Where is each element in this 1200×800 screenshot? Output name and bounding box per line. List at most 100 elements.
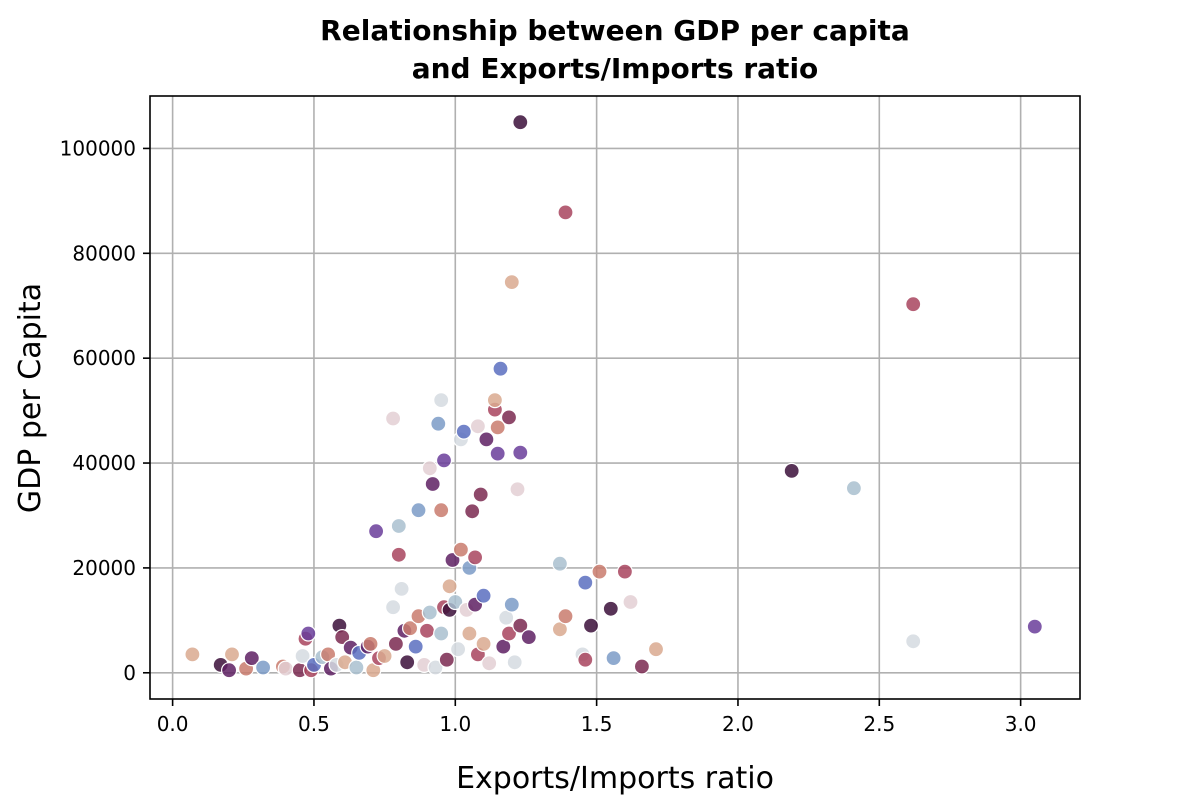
data-point [500,409,518,426]
y-tick-label: 20000 [72,556,136,580]
data-point [368,523,385,540]
data-point [334,628,351,646]
data-point [424,475,441,493]
y-axis-label: GDP per Capita [13,283,48,513]
data-point [486,392,503,409]
data-point [421,460,438,477]
data-point [441,578,458,595]
data-point [472,486,489,503]
data-point [478,431,495,448]
data-point [461,625,478,642]
data-point [503,596,520,613]
data-point [387,635,404,653]
data-point [390,517,407,535]
data-point [433,392,450,409]
data-point [447,593,464,611]
data-point [489,445,506,462]
data-point [221,662,238,679]
data-point [467,549,484,566]
data-point [577,651,594,668]
chart-title-line-2: and Exports/Imports ratio [412,52,819,85]
x-axis-label: Exports/Imports ratio [456,761,774,796]
data-point [469,418,486,435]
x-tick-label: 0.0 [157,712,189,736]
data-point [551,555,569,572]
data-point [557,204,574,221]
data-point [184,646,201,663]
data-point [512,114,529,131]
data-point [492,360,509,377]
data-point [435,452,453,469]
data-point [1026,618,1043,635]
data-point [362,635,379,653]
data-point [633,658,651,675]
data-point [512,617,529,634]
y-tick-label: 80000 [72,241,136,265]
data-point [393,580,410,598]
x-tick-label: 1.5 [581,712,613,736]
data-point [557,608,574,625]
data-point [500,625,518,642]
data-point [605,649,622,667]
data-point [399,654,416,671]
plot-frame [149,95,1081,700]
data-point [390,546,407,563]
x-tick-label: 1.0 [439,712,471,736]
data-point [577,574,594,591]
data-point [475,587,492,604]
data-point [402,620,419,637]
data-point [243,649,260,667]
data-point [602,600,619,617]
data-point [845,480,863,497]
data-point [294,647,311,665]
data-point [430,415,447,432]
x-axis-ticks: 0.0 0.5 1.0 1.5 2.0 2.5 3.0 [157,699,1037,736]
x-tick-label: 0.5 [298,712,330,736]
data-point [783,462,800,479]
data-point [905,296,922,313]
data-point [223,646,241,663]
data-point [464,503,481,520]
data-point [512,444,529,461]
data-point [277,660,294,677]
data-point [452,541,469,558]
data-point [520,628,537,646]
data-point [591,563,608,580]
data-point [427,659,444,676]
data-point [450,641,467,658]
y-tick-label: 0 [123,661,136,685]
data-points [184,114,1043,679]
gridlines [150,96,1080,699]
data-point [255,659,272,676]
data-point [475,635,492,653]
data-point [647,641,665,658]
data-point [348,659,365,676]
data-point [622,593,639,611]
data-point [503,274,520,291]
data-point [376,647,393,665]
data-point [444,551,461,569]
data-point [385,410,402,427]
data-point [506,654,523,671]
y-axis-ticks: 0 20000 40000 60000 80000 100000 [60,136,150,685]
x-tick-label: 2.0 [722,712,754,736]
data-point [489,419,506,436]
x-tick-label: 3.0 [1005,712,1037,736]
data-point [300,625,317,642]
y-tick-label: 40000 [72,451,136,475]
data-point [433,625,450,642]
data-point [582,617,600,634]
y-tick-label: 60000 [72,346,136,370]
data-point [616,563,634,580]
data-point [438,651,455,668]
data-point [410,502,427,519]
data-point [433,502,450,519]
data-point [407,638,424,655]
data-point [455,423,472,440]
data-point [509,481,526,498]
data-point [418,622,436,639]
y-tick-label: 100000 [60,136,136,160]
data-point [385,599,402,616]
chart-title-line-1: Relationship between GDP per capita [320,14,910,47]
